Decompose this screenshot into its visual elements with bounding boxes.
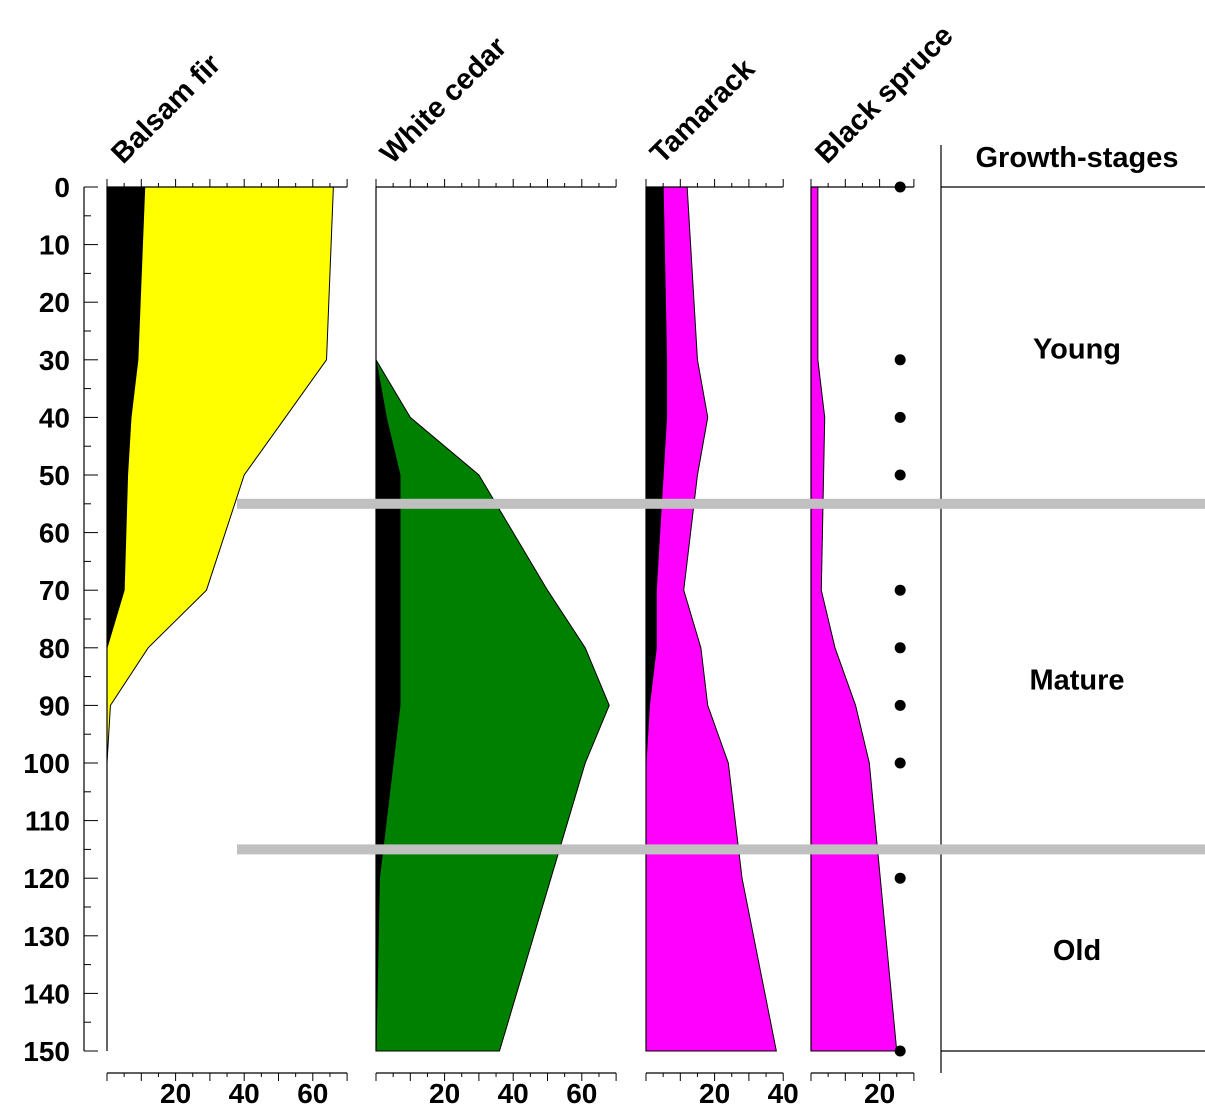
y-tick-label: 20 bbox=[39, 287, 70, 318]
balsam-fir-tick-label: 20 bbox=[160, 1078, 191, 1107]
tamarack-tick-label: 20 bbox=[699, 1078, 730, 1107]
tamarack-title: Tamarack bbox=[644, 52, 761, 169]
y-tick-label: 0 bbox=[54, 172, 70, 203]
y-tick-label: 120 bbox=[23, 863, 70, 894]
y-tick-label: 110 bbox=[25, 806, 70, 837]
balsam-fir-title: Balsam fir bbox=[105, 48, 227, 170]
y-tick-label: 150 bbox=[23, 1036, 70, 1067]
sample-dot bbox=[895, 700, 906, 711]
sample-dot bbox=[895, 182, 906, 193]
y-tick-label: 90 bbox=[39, 690, 70, 721]
zone-label-young: Young bbox=[1033, 333, 1121, 365]
zone-label-mature: Mature bbox=[1029, 664, 1124, 696]
y-tick-label: 80 bbox=[39, 633, 70, 664]
panel-white-cedar: 20 40 60 White cedar bbox=[374, 31, 616, 1107]
zone-boundary bbox=[237, 499, 1205, 509]
zone-header: Growth-stages bbox=[975, 142, 1178, 174]
y-tick-label: 100 bbox=[23, 748, 70, 779]
sample-dot bbox=[895, 585, 906, 596]
panels-layer: 20 40 60 Balsam fir 20 40 60 White cedar 20 40 Tam… bbox=[105, 20, 959, 1107]
balsam-fir-tick-label: 60 bbox=[297, 1078, 328, 1107]
sample-dot bbox=[895, 642, 906, 653]
y-tick-label: 130 bbox=[23, 921, 70, 952]
black-spruce-title: Black spruce bbox=[809, 20, 959, 170]
tamarack-tick-label: 40 bbox=[768, 1078, 799, 1107]
y-tick-label: 70 bbox=[39, 575, 70, 606]
sample-dot bbox=[895, 1046, 906, 1057]
zone-boundary bbox=[237, 844, 1205, 854]
white-cedar-tick-label: 20 bbox=[429, 1078, 460, 1107]
zone-label-old: Old bbox=[1053, 935, 1101, 967]
balsam-fir-area bbox=[107, 187, 333, 1051]
sample-dot bbox=[895, 412, 906, 423]
black-spruce-tick-label: 20 bbox=[864, 1078, 895, 1107]
white-cedar-tick-label: 40 bbox=[498, 1078, 529, 1107]
white-cedar-tick-label: 60 bbox=[566, 1078, 597, 1107]
panel-black-spruce: 20 Black spruce bbox=[809, 20, 959, 1107]
white-cedar-area bbox=[376, 360, 609, 1051]
panel-balsam-fir: 20 40 60 Balsam fir bbox=[105, 48, 347, 1107]
sample-dot bbox=[895, 354, 906, 365]
y-tick-label: 40 bbox=[39, 402, 70, 433]
sample-dot bbox=[895, 470, 906, 481]
y-tick-label: 50 bbox=[39, 460, 70, 491]
sample-dot bbox=[895, 758, 906, 769]
y-axis: 0 10 20 30 40 50 60 70 80 90 100 110 120 130 140 150 bbox=[23, 172, 98, 1067]
panel-tamarack: 20 40 Tamarack bbox=[644, 52, 798, 1107]
y-tick-label: 60 bbox=[39, 518, 70, 549]
balsam-fir-tick-label: 40 bbox=[229, 1078, 260, 1107]
y-tick-label: 30 bbox=[39, 345, 70, 376]
black-spruce-area bbox=[811, 187, 897, 1051]
sample-dot bbox=[895, 873, 906, 884]
white-cedar-title: White cedar bbox=[374, 31, 513, 170]
y-tick-label: 10 bbox=[39, 230, 70, 261]
y-tick-label: 140 bbox=[23, 978, 70, 1009]
